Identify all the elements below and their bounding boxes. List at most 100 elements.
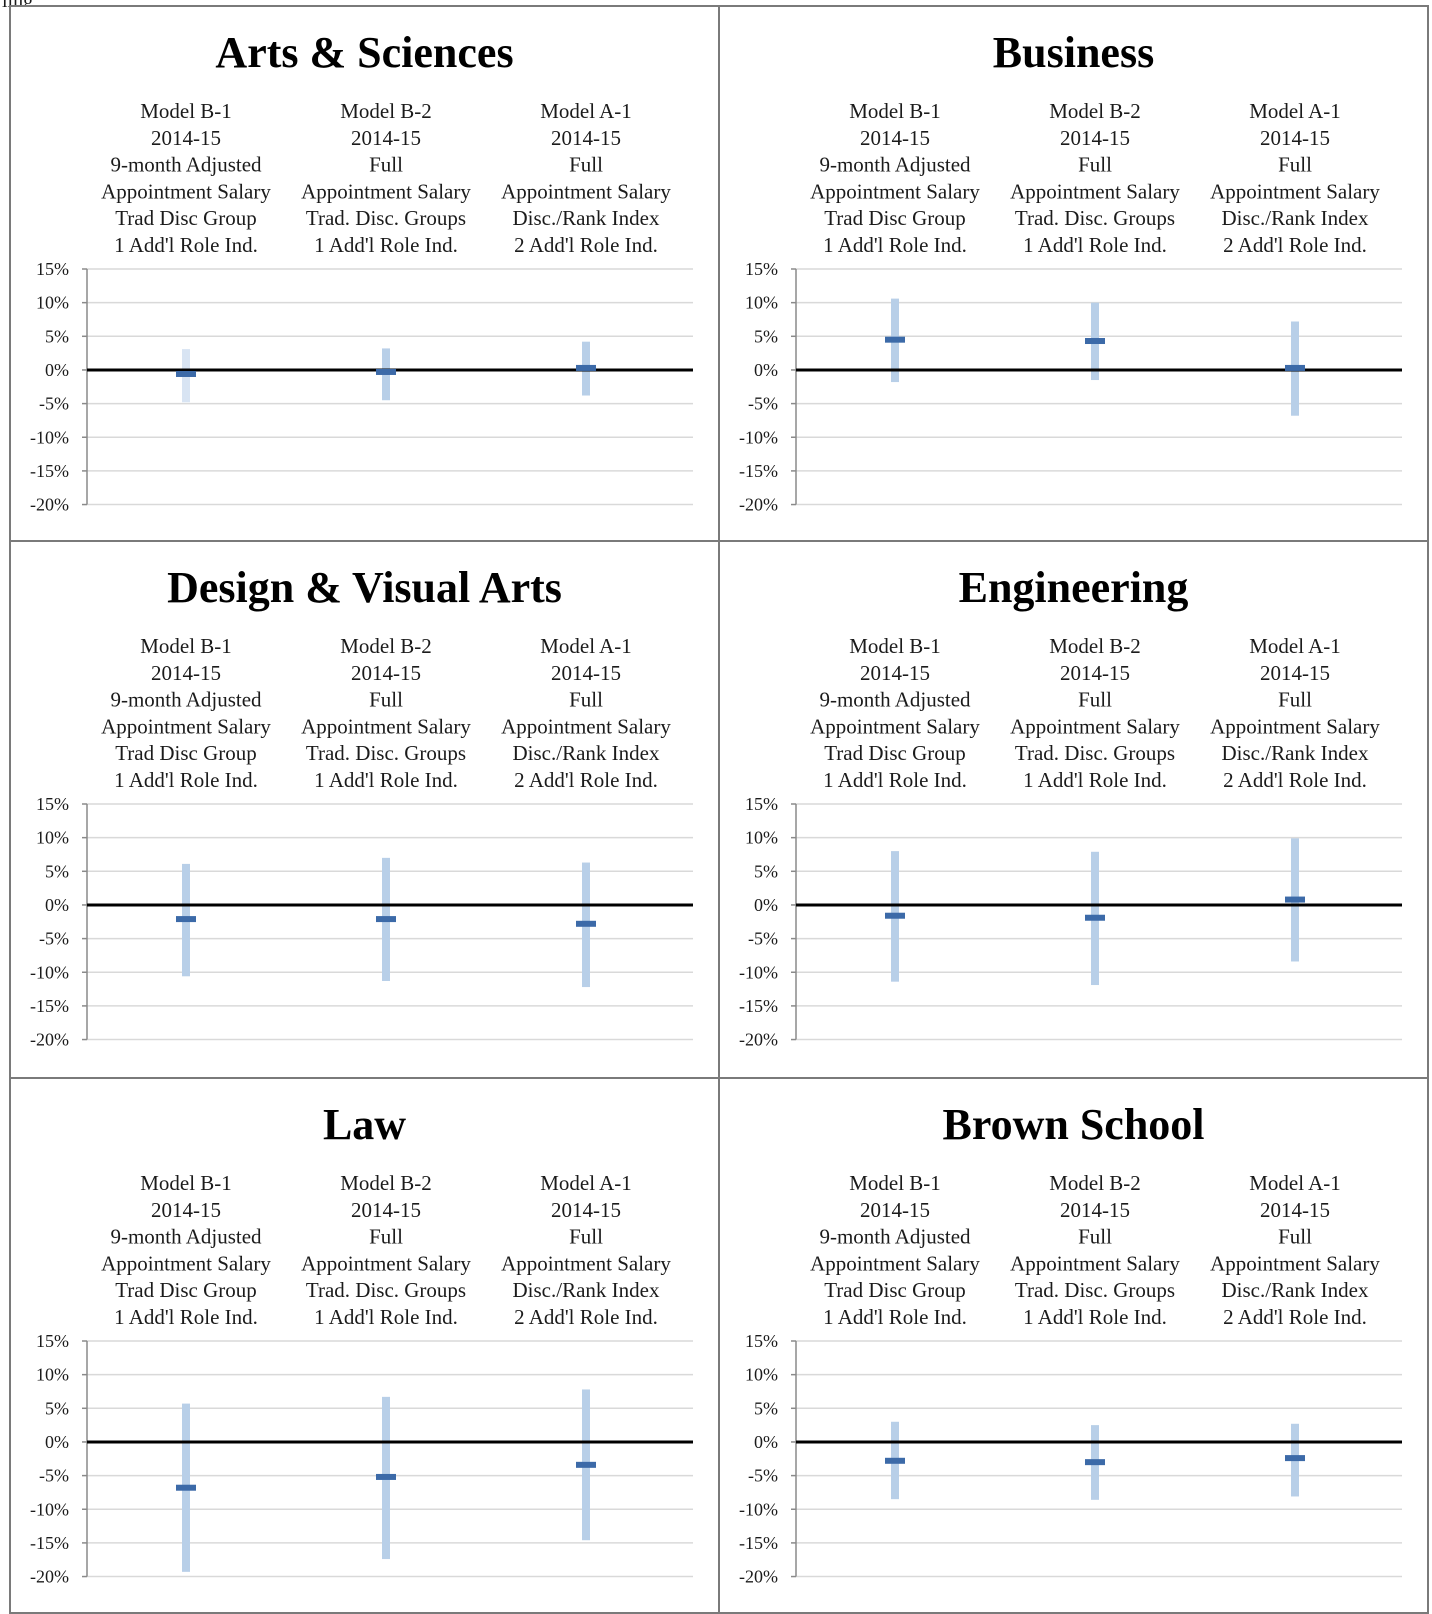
y-tick-label: -10%	[739, 427, 778, 447]
y-tick-label: 10%	[36, 828, 69, 848]
column-header-line: Appointment Salary	[501, 1251, 671, 1275]
column-header-line: Appointment Salary	[1210, 714, 1380, 738]
column-header-line: Trad. Disc. Groups	[1015, 1278, 1175, 1302]
column-header-line: Model A-1	[540, 1171, 632, 1195]
column-header-line: Trad Disc Group	[824, 1278, 966, 1302]
column-header-line: Model B-1	[849, 634, 941, 658]
range-chart: Model B-1 2014-15 9-month Adjusted Appointm…	[30, 1171, 693, 1587]
column-header-line: 2014-15	[151, 126, 221, 150]
y-tick-label: -15%	[739, 996, 778, 1016]
column-header-line: Model A-1	[540, 99, 632, 123]
point-estimate	[176, 916, 196, 923]
y-tick-label: 10%	[745, 1365, 778, 1385]
y-tick-label: -20%	[739, 1567, 778, 1587]
column-header-line: 2014-15	[351, 661, 421, 685]
column-header-line: Trad Disc Group	[115, 206, 257, 230]
y-tick-label: 10%	[745, 293, 778, 313]
panel-title: Design & Visual Arts	[167, 563, 562, 612]
y-tick-label: 15%	[36, 1331, 69, 1351]
y-tick-label: -5%	[39, 394, 69, 414]
column-header-line: Appointment Salary	[1010, 179, 1180, 203]
column-header-line: Disc./Rank Index	[1222, 206, 1369, 230]
column-header-line: 1 Add'l Role Ind.	[114, 768, 258, 792]
y-tick-label: -5%	[748, 394, 778, 414]
y-tick-label: -20%	[30, 1030, 69, 1050]
y-tick-label: 5%	[754, 326, 778, 346]
column-header-line: Appointment Salary	[301, 714, 471, 738]
column-header-line: Appointment Salary	[501, 714, 671, 738]
column-header-line: Model A-1	[1249, 99, 1341, 123]
y-tick-label: 15%	[745, 794, 778, 814]
column-header-line: 2014-15	[551, 126, 621, 150]
point-estimate	[885, 1457, 905, 1464]
point-estimate	[376, 1473, 396, 1480]
column-header-line: 2014-15	[151, 1198, 221, 1222]
y-tick-label: -15%	[739, 1533, 778, 1553]
column-header-line: Model B-2	[340, 634, 432, 658]
column-header-line: Trad. Disc. Groups	[1015, 206, 1175, 230]
y-tick-label: -15%	[30, 461, 69, 481]
column-header-line: Appointment Salary	[1010, 1251, 1180, 1275]
y-tick-label: -20%	[30, 1567, 69, 1587]
panel-business: Business Model B-1 2014-15 9-month Adjuste…	[720, 7, 1427, 542]
column-header-line: 2014-15	[551, 661, 621, 685]
column-header-line: 2 Add'l Role Ind.	[514, 768, 658, 792]
point-estimate	[176, 1484, 196, 1491]
column-header-line: Trad Disc Group	[115, 1278, 257, 1302]
point-estimate	[176, 370, 196, 377]
column-header-line: Disc./Rank Index	[513, 741, 660, 765]
column-header-line: Appointment Salary	[301, 1251, 471, 1275]
column-header-line: Model B-1	[140, 1171, 232, 1195]
column-header-line: 2014-15	[860, 661, 930, 685]
point-estimate	[1085, 1459, 1105, 1466]
point-estimate	[885, 336, 905, 343]
y-tick-label: 15%	[745, 259, 778, 279]
panel-title: Business	[992, 28, 1155, 77]
y-tick-label: 0%	[45, 895, 69, 915]
column-header-line: Model B-2	[340, 99, 432, 123]
y-tick-label: -10%	[739, 962, 778, 982]
y-tick-label: 5%	[754, 861, 778, 881]
y-tick-label: 0%	[754, 360, 778, 380]
panel-brown-school: Brown School Model B-1 2014-15 9-month Adj…	[720, 1079, 1427, 1612]
y-tick-label: 5%	[45, 861, 69, 881]
point-estimate	[576, 1461, 596, 1468]
y-tick-label: 15%	[36, 794, 69, 814]
point-estimate	[885, 912, 905, 919]
column-header-line: 1 Add'l Role Ind.	[1023, 1305, 1167, 1329]
column-header-line: Appointment Salary	[810, 179, 980, 203]
y-tick-label: -5%	[39, 929, 69, 949]
column-header-line: Model B-2	[340, 1171, 432, 1195]
column-header-line: Full	[1278, 153, 1312, 177]
point-estimate	[576, 920, 596, 927]
point-estimate	[376, 368, 396, 375]
column-header-line: Trad Disc Group	[824, 206, 966, 230]
column-header-line: Model B-2	[1049, 1171, 1141, 1195]
column-header-line: Appointment Salary	[101, 179, 271, 203]
y-tick-label: 5%	[45, 326, 69, 346]
column-header-line: Disc./Rank Index	[1222, 741, 1369, 765]
column-header-line: 1 Add'l Role Ind.	[314, 233, 458, 257]
column-header-line: Full	[569, 1225, 603, 1249]
column-header-line: 2 Add'l Role Ind.	[1223, 233, 1367, 257]
y-tick-label: -10%	[30, 427, 69, 447]
column-header-line: Appointment Salary	[810, 1251, 980, 1275]
column-header-line: Trad Disc Group	[115, 741, 257, 765]
column-header-line: 1 Add'l Role Ind.	[114, 233, 258, 257]
column-header-line: Disc./Rank Index	[513, 1278, 660, 1302]
column-header-line: 2014-15	[551, 1198, 621, 1222]
column-header-line: 9-month Adjusted	[110, 1225, 262, 1249]
column-header-line: Appointment Salary	[101, 714, 271, 738]
column-header-line: Appointment Salary	[1010, 714, 1180, 738]
y-tick-label: -10%	[30, 962, 69, 982]
column-header-line: 2014-15	[351, 1198, 421, 1222]
column-header-line: Trad. Disc. Groups	[1015, 741, 1175, 765]
column-header-line: Disc./Rank Index	[513, 206, 660, 230]
column-header-line: 2014-15	[351, 126, 421, 150]
column-header-line: Full	[1078, 688, 1112, 712]
point-estimate	[576, 364, 596, 371]
column-header-line: Model A-1	[540, 634, 632, 658]
column-header-line: Appointment Salary	[501, 179, 671, 203]
